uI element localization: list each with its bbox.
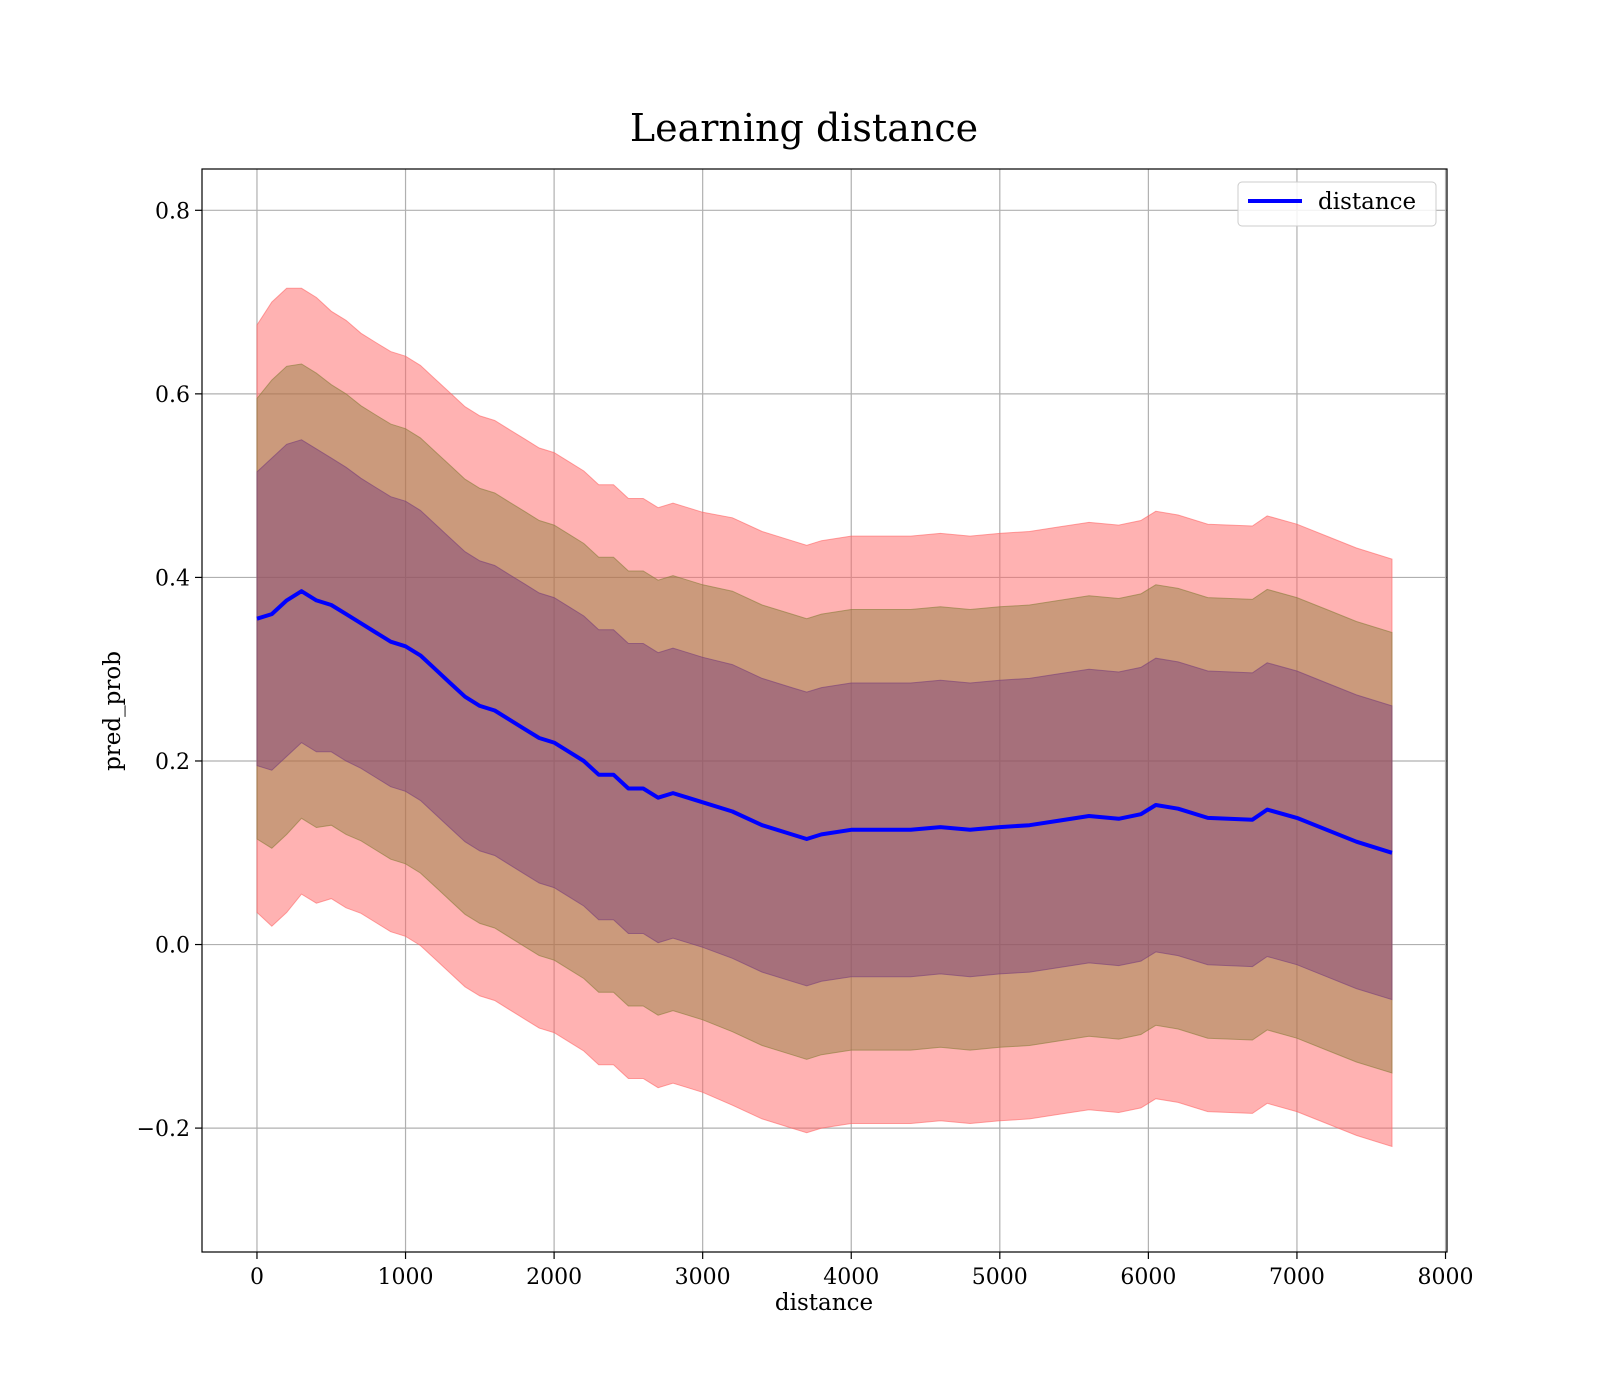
y-tick-label-4: 0.6	[155, 383, 190, 408]
y-axis-label: pred_prob	[100, 651, 126, 771]
x-tick-label-2: 2000	[526, 1265, 582, 1290]
y-tick-label-1: 0.0	[155, 934, 190, 959]
x-tick-label-0: 0	[250, 1265, 264, 1290]
legend-frame	[1237, 181, 1437, 227]
y-tick-label-5: 0.8	[155, 199, 190, 224]
y-tick-label-3: 0.4	[155, 566, 190, 591]
plot-frame	[201, 168, 1448, 1253]
std-band-2	[256, 439, 1393, 1001]
std-band-0	[256, 287, 1393, 1148]
y-tick-label-0: −0.2	[137, 1117, 190, 1142]
x-tick-label-7: 7000	[1269, 1265, 1325, 1290]
series-lines	[256, 589, 1393, 855]
x-axis: 0 1000 2000 3000 4000 5000 6000 7000 8000	[250, 1252, 1474, 1290]
x-tick-label-1: 1000	[378, 1265, 434, 1290]
std-bands	[256, 287, 1393, 1148]
std-band-1	[256, 363, 1393, 1074]
x-tick-label-6: 6000	[1120, 1265, 1176, 1290]
x-tick-label-8: 8000	[1418, 1265, 1474, 1290]
series-line-distance	[256, 589, 1393, 855]
y-tick-label-2: 0.2	[155, 750, 190, 775]
legend: distance	[1237, 181, 1437, 227]
chart-title: Learning distance	[630, 106, 978, 150]
x-tick-label-4: 4000	[823, 1265, 879, 1290]
x-tick-label-5: 5000	[972, 1265, 1028, 1290]
x-tick-label-3: 3000	[675, 1265, 731, 1290]
y-axis: −0.2 0.0 0.2 0.4 0.6 0.8	[137, 199, 202, 1142]
legend-label: distance	[1318, 189, 1416, 215]
x-axis-label: distance	[775, 1290, 873, 1316]
